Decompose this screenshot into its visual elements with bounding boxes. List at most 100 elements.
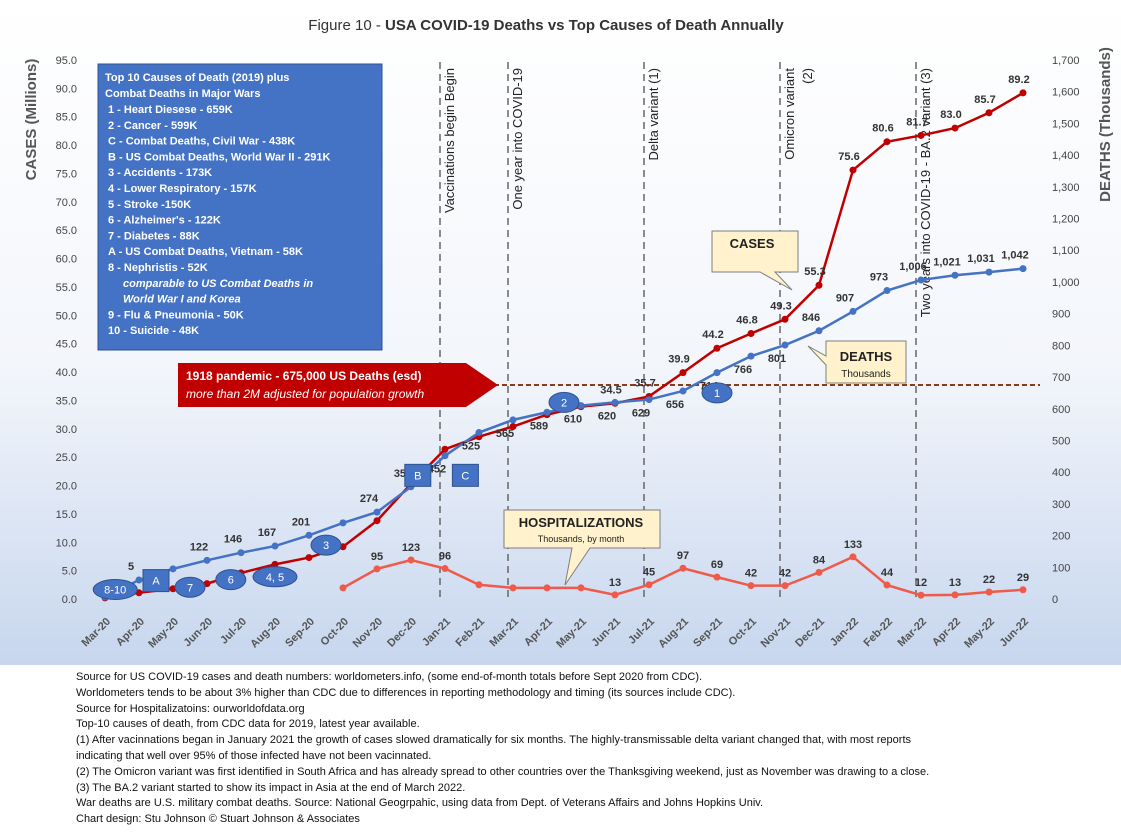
data-label-deaths: 525 <box>462 441 480 453</box>
y-right-tick-label: 300 <box>1052 499 1070 511</box>
data-label-deaths: 589 <box>530 420 548 432</box>
y-right-tick-label: 700 <box>1052 372 1070 384</box>
vertical-marker-label: Omicron variant <box>782 68 797 160</box>
data-label-hospitalizations: 69 <box>711 559 723 571</box>
footnote-line: (1) After vacinnations began in January … <box>76 734 912 747</box>
data-label-hospitalizations: 29 <box>1017 572 1029 584</box>
data-label-cases: 81.7 <box>906 116 927 128</box>
data-point-cases <box>271 560 279 568</box>
y-left-axis-title: CASES (Millions) <box>23 59 40 181</box>
data-point-deaths <box>713 369 721 377</box>
data-point-hospitalizations <box>815 568 823 576</box>
cause-marker-label: B <box>414 470 421 482</box>
hospitalizations-callout <box>503 509 661 586</box>
data-point-hospitalizations <box>1019 586 1027 594</box>
y-right-tick-label: 100 <box>1052 562 1070 574</box>
data-point-deaths <box>203 556 211 564</box>
y-left-tick-label: 10.0 <box>56 537 77 549</box>
causes-legend-item: B - US Combat Deaths, World War II - 291… <box>108 151 331 163</box>
causes-legend-item: 5 - Stroke -150K <box>108 199 191 211</box>
data-label-deaths: 1,042 <box>1001 250 1029 262</box>
y-left-tick-label: 70.0 <box>56 197 77 209</box>
chart-svg: Figure 10 - USA COVID-19 Deaths vs Top C… <box>0 0 1121 665</box>
data-point-deaths <box>917 276 925 284</box>
cause-marker <box>404 463 432 487</box>
data-label-deaths: 766 <box>734 364 752 376</box>
data-label-deaths: 452 <box>428 464 446 476</box>
data-label-hospitalizations: 22 <box>983 574 995 586</box>
data-point-deaths <box>611 398 619 406</box>
cause-marker <box>252 566 298 588</box>
data-point-hospitalizations <box>509 584 517 592</box>
y-left-tick-label: 45.0 <box>56 339 77 351</box>
y-left-tick-label: 75.0 <box>56 168 77 180</box>
cause-marker <box>142 569 170 593</box>
cause-marker-label: C <box>461 470 469 482</box>
causes-legend-item: 1 - Heart Diesese - 659K <box>108 104 233 116</box>
data-label-hospitalizations: 133 <box>844 539 862 551</box>
data-label-deaths: 629 <box>632 408 650 420</box>
data-point-hospitalizations <box>985 588 993 596</box>
cause-marker-label: 1 <box>714 388 720 400</box>
chart-title: Figure 10 - USA COVID-19 Deaths vs Top C… <box>308 17 784 34</box>
data-label-cases: 55.3 <box>804 266 825 278</box>
footnote-line: Worldometers tends to be about 3% higher… <box>76 686 736 699</box>
causes-legend-item: 10 - Suicide - 48K <box>108 325 199 337</box>
data-point-deaths <box>951 271 959 279</box>
data-point-deaths <box>339 519 347 527</box>
y-right-tick-label: 1,400 <box>1052 150 1080 162</box>
data-label-deaths: 122 <box>190 541 208 553</box>
cases-callout <box>711 230 799 291</box>
data-label-deaths: 1,031 <box>967 253 995 265</box>
data-label-deaths: 274 <box>360 493 379 505</box>
data-label-deaths: 973 <box>870 272 888 284</box>
data-label-hospitalizations: 42 <box>745 568 757 580</box>
y-left-tick-label: 35.0 <box>56 395 77 407</box>
causes-legend-item: 9 - Flu & Pneumonia - 50K <box>108 309 244 321</box>
cause-marker <box>310 534 342 556</box>
data-label-cases: 75.6 <box>838 151 859 163</box>
hospitalizations-callout-sublabel: Thousands, by month <box>538 534 625 544</box>
y-left-tick-label: 65.0 <box>56 225 77 237</box>
data-point-cases <box>441 445 449 453</box>
y-right-tick-label: 0 <box>1052 594 1058 606</box>
cause-marker <box>92 578 138 600</box>
data-label-hospitalizations: 97 <box>677 550 689 562</box>
cause-marker-label: 2 <box>561 397 567 409</box>
data-label-cases: 34.5 <box>600 384 621 396</box>
data-label-deaths: 907 <box>836 292 854 304</box>
data-point-cases <box>815 281 823 289</box>
y-right-tick-label: 1,700 <box>1052 55 1080 67</box>
y-left-tick-label: 90.0 <box>56 83 77 95</box>
y-left-tick-label: 55.0 <box>56 282 77 294</box>
pandemic-label-line2: more than 2M adjusted for population gro… <box>186 387 424 401</box>
data-point-hospitalizations <box>373 565 381 573</box>
data-point-hospitalizations <box>407 556 415 564</box>
deaths-callout-label: DEATHS <box>840 349 893 364</box>
y-right-tick-label: 500 <box>1052 435 1070 447</box>
data-point-cases <box>951 124 959 132</box>
y-left-tick-label: 0.0 <box>62 594 77 606</box>
pandemic-label-line1: 1918 pandemic - 675,000 US Deaths (esd) <box>186 369 421 383</box>
data-label-hospitalizations: 95 <box>371 551 383 563</box>
y-left-tick-label: 85.0 <box>56 112 77 124</box>
y-right-tick-label: 1,100 <box>1052 245 1080 257</box>
data-label-cases: 83.0 <box>940 109 961 121</box>
vertical-marker-label: Vaccinations begin Begin <box>442 68 457 213</box>
y-left-tick-label: 60.0 <box>56 254 77 266</box>
vertical-marker-label: Two years into COVID-19 - BA.2 variant (… <box>918 68 933 317</box>
y-left-tick-label: 5.0 <box>62 566 77 578</box>
data-point-cases <box>305 554 313 562</box>
data-point-hospitalizations <box>781 582 789 590</box>
data-point-deaths <box>543 408 551 416</box>
cause-marker <box>215 569 247 591</box>
data-label-hospitalizations: 45 <box>643 567 655 579</box>
data-label-cases: 44.2 <box>702 329 723 341</box>
y-left-tick-label: 80.0 <box>56 140 77 152</box>
y-left-tick-label: 50.0 <box>56 310 77 322</box>
footnote-line: Chart design: Stu Johnson © Stuart Johns… <box>76 813 360 826</box>
data-label-deaths: 565 <box>496 428 514 440</box>
vertical-marker-label: One year into COVID-19 <box>510 68 525 210</box>
data-point-cases <box>747 329 755 337</box>
causes-legend-item: 6 - Alzheimer's - 122K <box>108 215 221 227</box>
